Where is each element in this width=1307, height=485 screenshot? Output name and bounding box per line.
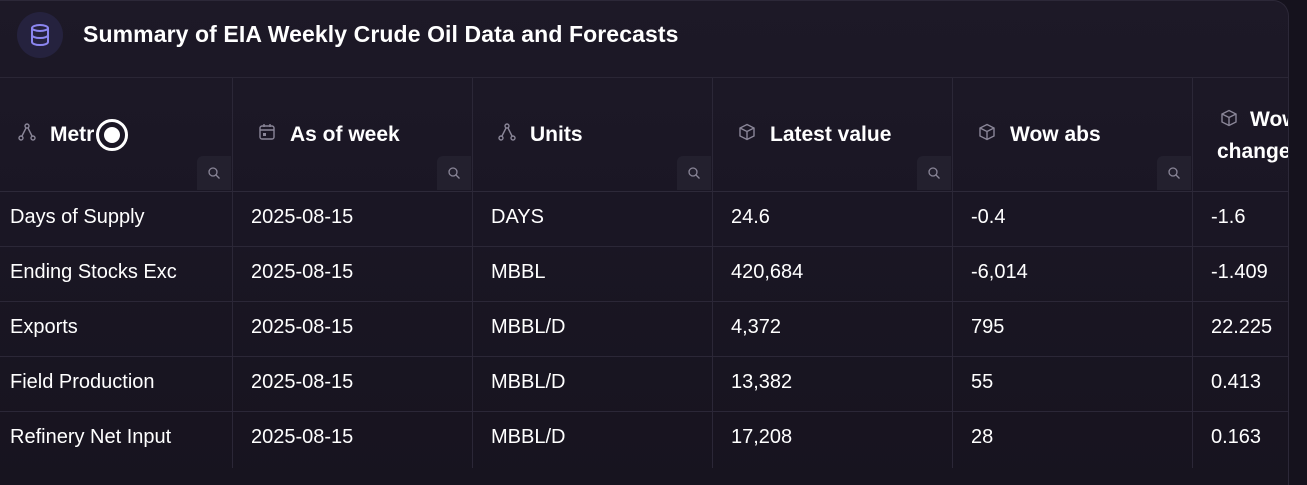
cell-metric: Field Production [10, 371, 155, 393]
column-filter-button[interactable] [677, 156, 711, 190]
column-header-metric[interactable]: Metr [0, 78, 240, 191]
column-divider[interactable] [1192, 78, 1193, 468]
column-divider[interactable] [952, 78, 953, 468]
cell-units: MBBL/D [491, 371, 566, 393]
panel-title: Summary of EIA Weekly Crude Oil Data and… [83, 21, 679, 47]
cell-metric: Days of Supply [10, 206, 145, 228]
cell-latest: 420,684 [731, 261, 804, 283]
column-filter-button[interactable] [197, 156, 231, 190]
database-icon [17, 12, 63, 58]
cell-wow-abs: 55 [971, 371, 994, 393]
column-header-label: Latest value [770, 123, 892, 146]
cell-units: DAYS [491, 206, 544, 228]
column-divider[interactable] [232, 78, 233, 468]
table-row[interactable]: Days of Supply 2025-08-15 DAYS 24.6 -0.4… [0, 192, 1288, 247]
column-header-label: Metr [50, 123, 95, 146]
cell-week: 2025-08-15 [251, 206, 354, 228]
search-icon [208, 167, 220, 179]
search-icon [688, 167, 700, 179]
search-icon [928, 167, 940, 179]
table-row[interactable]: Exports 2025-08-15 MBBL/D 4,372 795 22.2… [0, 302, 1288, 357]
panel-header: Summary of EIA Weekly Crude Oil Data and… [0, 1, 1288, 78]
column-divider[interactable] [712, 78, 713, 468]
column-header-label: Units [530, 123, 583, 146]
cell-units: MBBL [491, 261, 546, 283]
column-header-label: Wow [1250, 108, 1288, 131]
column-header-wow-change[interactable]: Wow change [1200, 78, 1288, 191]
column-filter-button[interactable] [917, 156, 951, 190]
cell-latest: 4,372 [731, 316, 782, 338]
cell-latest: 17,208 [731, 426, 793, 448]
cube-icon [1221, 109, 1237, 127]
column-header-wow-abs[interactable]: Wow abs [960, 78, 1200, 191]
table-row[interactable]: Refinery Net Input 2025-08-15 MBBL/D 17,… [0, 412, 1288, 466]
cube-icon [979, 123, 995, 141]
cell-wow-change: 0.163 [1211, 426, 1262, 448]
cell-wow-abs: -6,014 [971, 261, 1028, 283]
cell-metric: Refinery Net Input [10, 426, 172, 448]
cell-units: MBBL/D [491, 316, 566, 338]
table-header-row: Metr As of week [0, 78, 1288, 192]
hierarchy-icon [498, 123, 516, 141]
table-row[interactable]: Ending Stocks Exc 2025-08-15 MBBL 420,68… [0, 247, 1288, 302]
cell-wow-change: 22.225 [1211, 316, 1273, 338]
column-header-as-of-week[interactable]: As of week [240, 78, 480, 191]
cell-metric: Exports [10, 316, 78, 338]
search-icon [1168, 167, 1180, 179]
cube-icon [739, 123, 755, 141]
cell-week: 2025-08-15 [251, 426, 354, 448]
search-icon [448, 167, 460, 179]
column-filter-button[interactable] [1157, 156, 1191, 190]
cell-week: 2025-08-15 [251, 371, 354, 393]
column-header-label: change [1217, 140, 1288, 163]
calendar-icon [259, 124, 275, 140]
cell-wow-change: -1.409 [1211, 261, 1268, 283]
column-divider[interactable] [472, 78, 473, 468]
cell-wow-abs: -0.4 [971, 206, 1006, 228]
column-header-label: Wow abs [1010, 123, 1101, 146]
cell-wow-change: 0.413 [1211, 371, 1262, 393]
cell-wow-change: -1.6 [1211, 206, 1246, 228]
cell-latest: 13,382 [731, 371, 793, 393]
cell-week: 2025-08-15 [251, 316, 354, 338]
table-row[interactable]: Field Production 2025-08-15 MBBL/D 13,38… [0, 357, 1288, 412]
data-table: Metr As of week [0, 78, 1288, 485]
cell-latest: 24.6 [731, 206, 770, 228]
cell-metric: Ending Stocks Exc [10, 261, 177, 283]
cell-units: MBBL/D [491, 426, 566, 448]
column-header-label: As of week [290, 123, 400, 146]
mouse-cursor-indicator [96, 119, 128, 151]
hierarchy-icon [18, 123, 36, 141]
cell-wow-abs: 28 [971, 426, 994, 448]
cell-wow-abs: 795 [971, 316, 1005, 338]
column-header-latest-value[interactable]: Latest value [720, 78, 960, 191]
column-filter-button[interactable] [437, 156, 471, 190]
cell-week: 2025-08-15 [251, 261, 354, 283]
column-header-units[interactable]: Units [480, 78, 720, 191]
